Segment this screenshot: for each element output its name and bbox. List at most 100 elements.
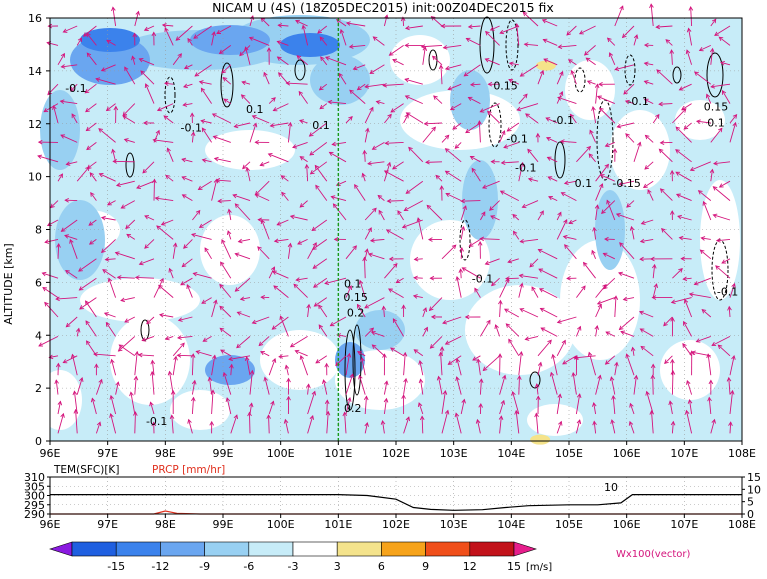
- colorbar-tick-label: 6: [378, 560, 385, 573]
- surface-right-tick-label: 15: [747, 471, 761, 484]
- x-tick-label: 98E: [155, 447, 176, 460]
- shading-near-zero: [565, 60, 615, 120]
- colorbar-tick-label: 9: [422, 560, 429, 573]
- y-axis-label: ALTITUDE [km]: [2, 243, 15, 324]
- colorbar-tick-label: 15: [507, 560, 521, 573]
- colorbar-tick-label: 3: [334, 560, 341, 573]
- contour-label: -0.1: [506, 132, 527, 145]
- colorbar-cell: [426, 542, 470, 556]
- x-tick-label: 101E: [324, 447, 352, 460]
- y-tick-label: 4: [35, 329, 42, 342]
- contour-label: 0.15: [343, 291, 368, 304]
- surface-right-tick-label: 5: [747, 496, 754, 509]
- colorbar-cell: [160, 542, 204, 556]
- y-tick-label: 6: [35, 276, 42, 289]
- x-tick-label: 96E: [40, 447, 61, 460]
- x-tick-label: 104E: [497, 447, 525, 460]
- x-tick-label: 102E: [382, 447, 410, 460]
- shading-near-zero: [205, 130, 295, 170]
- contour-label: 0.2: [347, 307, 365, 320]
- contour-label: 0.2: [344, 402, 362, 415]
- shading-negative: [595, 190, 625, 270]
- shading-near-zero: [110, 315, 190, 405]
- colorbar-cell: [116, 542, 160, 556]
- colorbar-cell: [249, 542, 293, 556]
- contour-label: 0.1: [312, 119, 330, 132]
- colorbar-cell: [514, 542, 536, 556]
- surface-x-tick-label: 106E: [613, 518, 641, 531]
- y-tick-label: 0: [35, 435, 42, 448]
- shading-near-zero: [260, 330, 340, 390]
- x-tick-label: 106E: [613, 447, 641, 460]
- surface-left-tick-label: 290: [24, 508, 45, 521]
- y-tick-label: 10: [28, 171, 42, 184]
- x-tick-label: 105E: [555, 447, 583, 460]
- contour-label: 0.1: [575, 177, 593, 190]
- surface-x-tick-label: 97E: [97, 518, 118, 531]
- shading-near-zero: [170, 390, 230, 430]
- x-tick-label: 100E: [267, 447, 295, 460]
- colorbar-tick-label: -6: [243, 560, 254, 573]
- x-tick-label: 107E: [670, 447, 698, 460]
- contour-label: 0.15: [493, 79, 518, 92]
- y-tick-label: 12: [28, 118, 42, 131]
- surface-x-tick-label: 105E: [555, 518, 583, 531]
- x-tick-label: 108E: [728, 447, 756, 460]
- x-tick-label: 99E: [213, 447, 234, 460]
- contour-label: 0.1: [246, 103, 264, 116]
- chart-title: NICAM U (4S) (18Z05DEC2015) init:00Z04DE…: [212, 0, 554, 15]
- contour-label: -0.15: [612, 177, 640, 190]
- colorbar-tick-label: 12: [463, 560, 477, 573]
- y-tick-label: 2: [35, 382, 42, 395]
- contour-label: -0.1: [515, 161, 536, 174]
- colorbar-unit: [m/s]: [526, 562, 552, 573]
- colorbar-cell: [205, 542, 249, 556]
- surface-annotation: 10: [604, 481, 618, 494]
- prcp-series-label: PRCP [mm/hr]: [152, 464, 225, 476]
- contour-label: 0.1: [344, 278, 362, 291]
- contour-label: -0.1: [65, 82, 86, 95]
- shading-near-zero: [390, 35, 450, 85]
- y-tick-label: 8: [35, 224, 42, 237]
- surface-x-tick-label: 102E: [382, 518, 410, 531]
- colorbar-tick-label: -3: [288, 560, 299, 573]
- surface-right-tick-label: 0: [747, 508, 754, 521]
- y-tick-label: 16: [28, 12, 42, 25]
- colorbar-tick-label: -9: [199, 560, 210, 573]
- contour-label: 0.1: [707, 116, 725, 129]
- tem-series-label: TEM(SFC)[K]: [53, 464, 119, 476]
- surface-x-tick-label: 107E: [670, 518, 698, 531]
- contour-label: -0.1: [472, 272, 493, 285]
- contour-label: -0.1: [146, 415, 167, 428]
- surface-x-tick-label: 99E: [213, 518, 234, 531]
- shading-positive: [530, 435, 550, 445]
- colorbar-tick-label: -15: [107, 560, 125, 573]
- x-tick-label: 97E: [97, 447, 118, 460]
- contour-label: -0.1: [181, 122, 202, 135]
- contour-label: -0.1: [717, 286, 738, 299]
- vector-legend-label: Wx100(vector): [616, 549, 691, 560]
- surface-x-tick-label: 103E: [440, 518, 468, 531]
- colorbar-cell: [381, 542, 425, 556]
- surface-x-tick-label: 98E: [155, 518, 176, 531]
- colorbar-cell: [337, 542, 381, 556]
- x-tick-label: 103E: [440, 447, 468, 460]
- shading-negative: [190, 25, 270, 55]
- main-x-axis: 96E 97E 98E 99E 100E 101E 102E 103E 104E 105E 106E…: [40, 441, 756, 460]
- contour-label: -0.1: [627, 95, 648, 108]
- colorbar-cell: [72, 542, 116, 556]
- y-tick-label: 14: [28, 65, 42, 78]
- contour-label: 0.15: [704, 101, 729, 114]
- colorbar-cell: [470, 542, 514, 556]
- surface-x-tick-label: 104E: [497, 518, 525, 531]
- shading-negative: [462, 160, 498, 240]
- shading-negative: [280, 33, 340, 57]
- surface-x-tick-label: 100E: [267, 518, 295, 531]
